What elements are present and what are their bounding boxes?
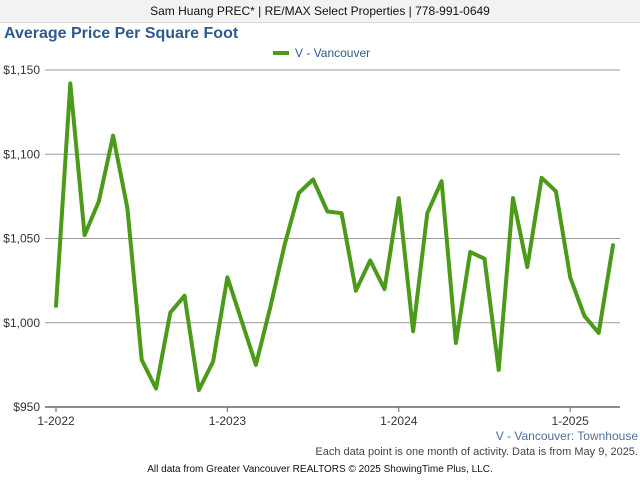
series-lines (54, 81, 615, 393)
axes: $950 $1,000 $1,050 $1,100 $1,150 1-2022 1-2023… (3, 63, 620, 428)
data-note: Each data point is one month of activity… (315, 446, 638, 458)
x-tick-label: 1-2022 (37, 414, 75, 428)
y-tick-label: $1,050 (3, 232, 40, 246)
legend: V - Vancouver (273, 46, 370, 60)
gridlines (45, 69, 620, 324)
y-tick-label: $950 (13, 400, 40, 414)
series-caption: V - Vancouver: Townhouse (495, 429, 638, 443)
legend-label: V - Vancouver (295, 46, 371, 60)
contact-line: Sam Huang PREC* | RE/MAX Select Properti… (150, 4, 490, 18)
y-tick-label: $1,150 (3, 63, 40, 77)
contact-bar: Sam Huang PREC* | RE/MAX Select Properti… (0, 0, 640, 23)
x-tick-label: 1-2025 (551, 414, 589, 428)
series-line (54, 81, 615, 393)
x-tick-label: 1-2023 (209, 414, 247, 428)
y-tick-label: $1,100 (3, 147, 40, 161)
x-tick-label: 1-2024 (380, 414, 418, 428)
footer-credit: All data from Greater Vancouver REALTORS… (147, 464, 493, 475)
chart-title: Average Price Per Square Foot (4, 25, 239, 42)
legend-swatch (273, 51, 289, 55)
y-tick-label: $1,000 (3, 316, 40, 330)
